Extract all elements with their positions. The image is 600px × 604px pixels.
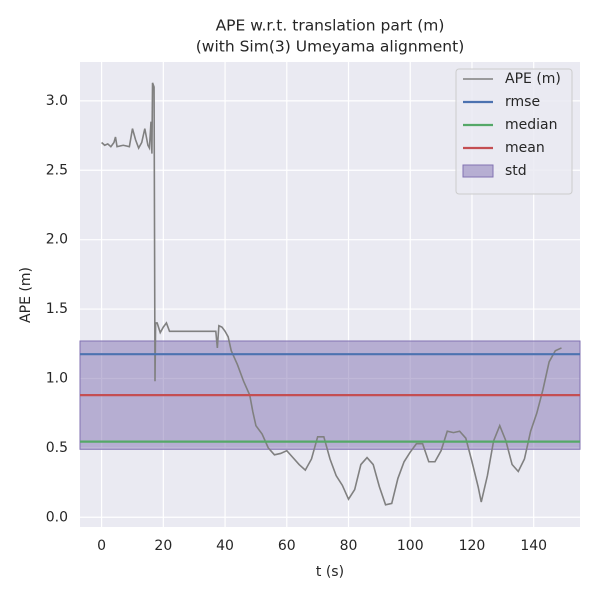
chart-title: APE w.r.t. translation part (m) xyxy=(216,17,445,35)
x-tick-label: 80 xyxy=(340,538,358,554)
x-tick-label: 100 xyxy=(397,538,424,554)
legend-swatch xyxy=(462,164,494,178)
legend-label: std xyxy=(505,163,527,179)
x-tick-label: 120 xyxy=(459,538,486,554)
legend-label: mean xyxy=(505,140,545,156)
x-tick-label: 0 xyxy=(97,538,106,554)
y-tick-label: 1.0 xyxy=(46,370,68,386)
y-tick-label: 0.5 xyxy=(46,440,68,456)
y-axis-label: APE (m) xyxy=(18,267,34,323)
legend-label: rmse xyxy=(505,94,540,110)
legend-box xyxy=(455,68,573,195)
legend-label: median xyxy=(505,117,557,133)
x-tick-label: 40 xyxy=(216,538,234,554)
x-axis-label: t (s) xyxy=(316,564,344,580)
x-tick-label: 20 xyxy=(154,538,172,554)
y-tick-label: 2.5 xyxy=(46,162,68,178)
legend-label: APE (m) xyxy=(505,71,561,87)
y-tick-label: 1.5 xyxy=(46,301,68,317)
x-tick-label: 140 xyxy=(520,538,547,554)
y-tick-label: 0.0 xyxy=(46,509,68,525)
x-tick-label: 60 xyxy=(278,538,296,554)
y-tick-label: 3.0 xyxy=(46,93,68,109)
y-tick-label: 2.0 xyxy=(46,232,68,248)
chart-subtitle: (with Sim(3) Umeyama alignment) xyxy=(196,38,465,56)
ape-line xyxy=(101,82,562,506)
